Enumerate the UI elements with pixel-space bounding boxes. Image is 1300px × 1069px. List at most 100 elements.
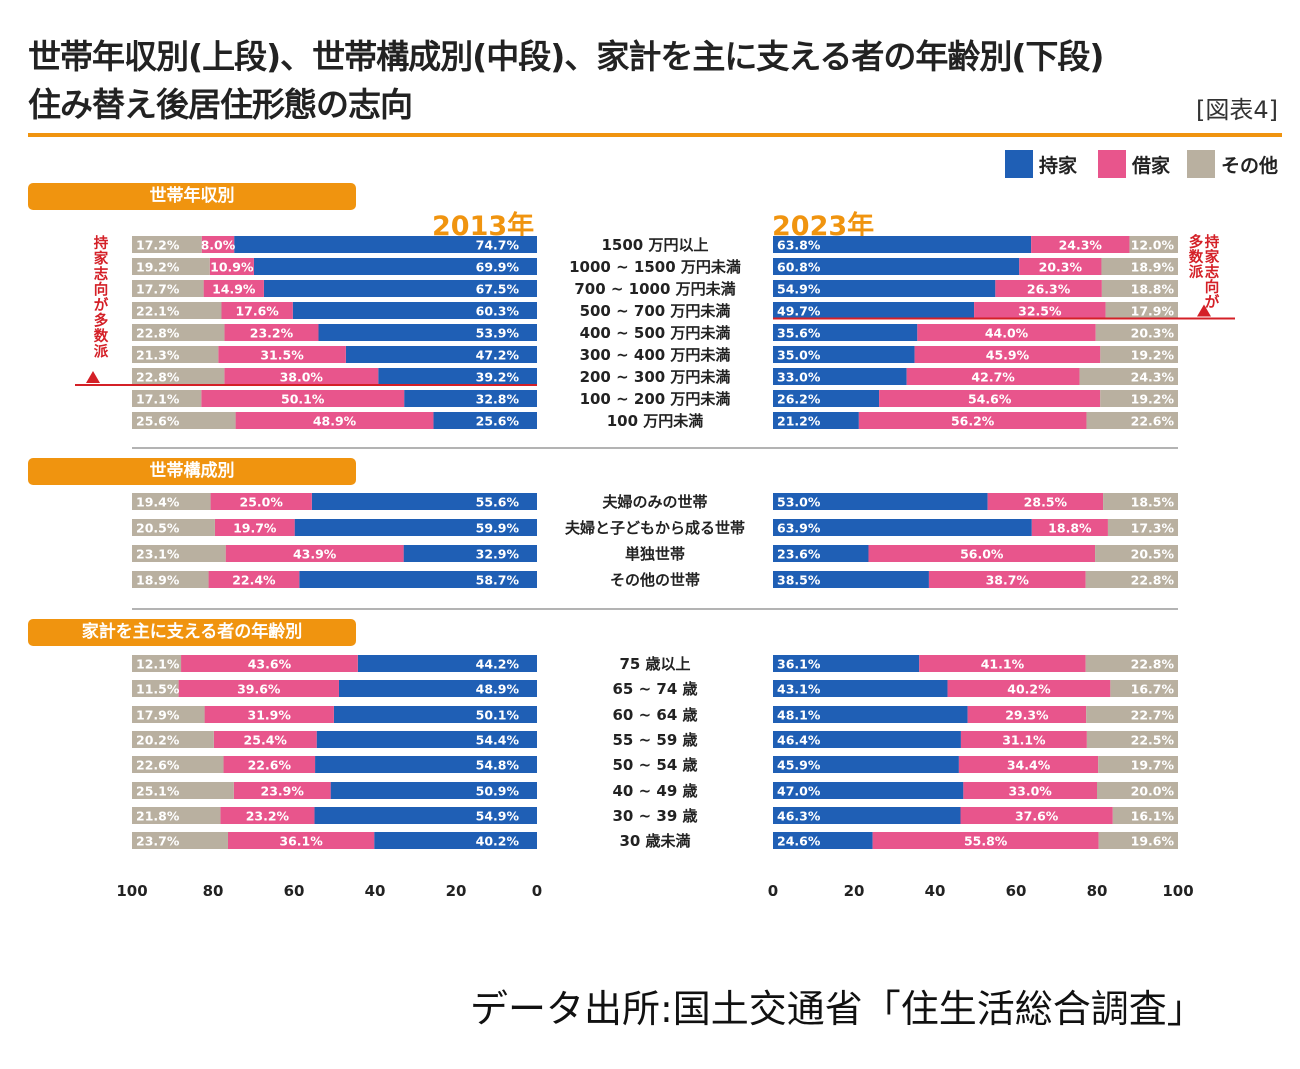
chart-title-line1: 世帯年収別(上段)、世帯構成別(中段)、家計を主に支える者の年齢別(下段)	[28, 37, 1105, 76]
chart-title-line2: 住み替え後居住形態の志向	[28, 85, 413, 124]
s2-r6-2013-seg-other	[132, 807, 221, 824]
s0-r5-2013-label-other: 21.3%	[136, 348, 180, 363]
axis-tick-2023-3: 60	[1006, 882, 1027, 900]
s2-r0-2013-label-rent: 43.6%	[248, 657, 292, 672]
s1-r2-2013-label-own: 32.9%	[476, 547, 520, 562]
s2-r7-2023-label-rent: 55.8%	[964, 834, 1008, 849]
s0-r8-2023-label-own: 21.2%	[777, 414, 821, 429]
s1-r2-2013-seg-rent	[225, 545, 404, 562]
s0-r7-2013-seg-rent	[201, 390, 405, 407]
s0-r6-2023-seg-other	[1079, 368, 1178, 385]
s2-category-label-3: 55 ~ 59 歳	[613, 731, 698, 749]
s1-r1-2013-seg-other	[132, 519, 215, 536]
s0-r4-2023-seg-other	[1095, 324, 1178, 341]
s1-r0-2013-label-rent: 25.0%	[240, 495, 284, 510]
s1-r0-2013-label-own: 55.6%	[476, 495, 520, 510]
s2-r0-2013-seg-own	[357, 655, 537, 672]
s0-category-label-4: 400 ~ 500 万円未満	[580, 324, 731, 342]
s0-r6-2013-seg-other	[132, 368, 225, 385]
s0-category-label-3: 500 ~ 700 万円未満	[580, 302, 731, 320]
s2-r1-2023-seg-other	[1110, 680, 1178, 697]
s2-r6-2023-label-rent: 37.6%	[1015, 809, 1059, 824]
s2-r3-2013-seg-own	[316, 731, 537, 748]
s1-r2-2023-seg-own	[773, 545, 869, 562]
s1-r2-2023-seg-rent	[868, 545, 1096, 562]
s0-r8-2023-label-other: 22.6%	[1131, 414, 1175, 429]
s2-r2-2013-seg-rent	[204, 706, 334, 723]
s0-r2-2023-label-rent: 26.3%	[1027, 282, 1071, 297]
s2-r6-2023-label-own: 46.3%	[777, 809, 821, 824]
s2-category-label-0: 75 歳以上	[619, 655, 690, 673]
s2-r1-2023-seg-own	[773, 680, 948, 697]
s2-r7-2023-seg-rent	[872, 832, 1099, 849]
s0-r7-2013-seg-other	[132, 390, 202, 407]
s1-r2-2013-label-rent: 43.9%	[293, 547, 337, 562]
s0-r4-2013-seg-rent	[224, 324, 319, 341]
s2-r3-2013-seg-other	[132, 731, 214, 748]
s0-r0-2023-seg-other	[1129, 236, 1178, 253]
s2-r4-2013-seg-other	[132, 756, 224, 773]
s0-r0-2013-label-own: 74.7%	[476, 238, 520, 253]
s1-category-label-2: 単独世帯	[625, 545, 685, 563]
s0-r3-2023-seg-rent	[974, 302, 1106, 319]
s0-r2-2023-seg-other	[1101, 280, 1178, 297]
s1-r3-2013-seg-rent	[208, 571, 300, 588]
s2-r7-2013-label-own: 40.2%	[476, 834, 520, 849]
s2-r2-2023-label-other: 22.7%	[1131, 708, 1175, 723]
axis-tick-2013-2: 60	[284, 882, 305, 900]
s0-r2-2013-label-rent: 14.9%	[212, 282, 256, 297]
s0-r4-2023-label-rent: 44.0%	[985, 326, 1029, 341]
s0-category-label-5: 300 ~ 400 万円未満	[580, 346, 731, 364]
majority-marker-2023	[1197, 304, 1211, 317]
s0-r0-2023-label-own: 63.8%	[777, 238, 821, 253]
s2-r1-2013-label-other: 11.5%	[136, 682, 180, 697]
s2-r0-2013-seg-other	[132, 655, 182, 672]
s2-r0-2013-seg-rent	[181, 655, 358, 672]
s0-r1-2013-label-other: 19.2%	[136, 260, 180, 275]
axis-tick-2023-1: 20	[844, 882, 865, 900]
s1-r2-2013-seg-own	[403, 545, 537, 562]
legend-swatch-own	[1005, 150, 1033, 178]
s2-r6-2023-label-other: 16.1%	[1131, 809, 1175, 824]
s0-category-label-6: 200 ~ 300 万円未満	[580, 368, 731, 386]
s1-r1-2023-label-rent: 18.8%	[1048, 521, 1092, 536]
s0-r3-2013-seg-other	[132, 302, 222, 319]
s2-r4-2023-label-other: 19.7%	[1131, 758, 1175, 773]
s0-r5-2013-seg-other	[132, 346, 219, 363]
s2-r3-2023-label-other: 22.5%	[1131, 733, 1175, 748]
s1-r1-2023-label-own: 63.9%	[777, 521, 821, 536]
s2-r5-2023-seg-other	[1097, 782, 1178, 799]
s2-r1-2013-label-own: 48.9%	[476, 682, 520, 697]
s2-r4-2023-label-own: 45.9%	[777, 758, 821, 773]
majority-marker-2013	[86, 371, 100, 383]
s0-r5-2023-label-other: 19.2%	[1131, 348, 1175, 363]
s0-r8-2013-label-own: 25.6%	[476, 414, 520, 429]
s2-r6-2013-seg-own	[314, 807, 537, 824]
s2-r3-2023-seg-own	[773, 731, 961, 748]
s0-r3-2023-seg-other	[1105, 302, 1178, 319]
legend-item-rent: 借家	[1098, 150, 1170, 178]
s2-r6-2013-label-other: 21.8%	[136, 809, 180, 824]
s2-r6-2013-label-rent: 23.2%	[246, 809, 290, 824]
s2-r5-2023-label-own: 47.0%	[777, 784, 821, 799]
s2-r1-2013-seg-rent	[178, 680, 339, 697]
s0-r3-2013-seg-rent	[221, 302, 293, 319]
s0-r2-2023-seg-rent	[995, 280, 1102, 297]
legend-label-own: 持家	[1039, 154, 1078, 177]
s0-r4-2023-label-other: 20.3%	[1131, 326, 1175, 341]
s1-r0-2023-seg-own	[773, 493, 988, 510]
s0-r0-2013-seg-rent	[201, 236, 235, 253]
section-label-age: 家計を主に支える者の年齢別	[28, 619, 356, 646]
s2-r0-2023-label-other: 22.8%	[1131, 657, 1175, 672]
s0-r3-2013-seg-own	[292, 302, 537, 319]
s2-r7-2013-label-other: 23.7%	[136, 834, 180, 849]
s0-r1-2023-label-own: 60.8%	[777, 260, 821, 275]
s0-r6-2013-seg-own	[378, 368, 537, 385]
s1-r1-2023-seg-other	[1107, 519, 1179, 536]
s2-r0-2013-label-other: 12.1%	[136, 657, 180, 672]
s2-r1-2023-label-other: 16.7%	[1131, 682, 1175, 697]
s2-r2-2013-label-other: 17.9%	[136, 708, 180, 723]
s2-category-label-7: 30 歳未満	[619, 832, 690, 850]
s2-r2-2023-label-rent: 29.3%	[1005, 708, 1049, 723]
